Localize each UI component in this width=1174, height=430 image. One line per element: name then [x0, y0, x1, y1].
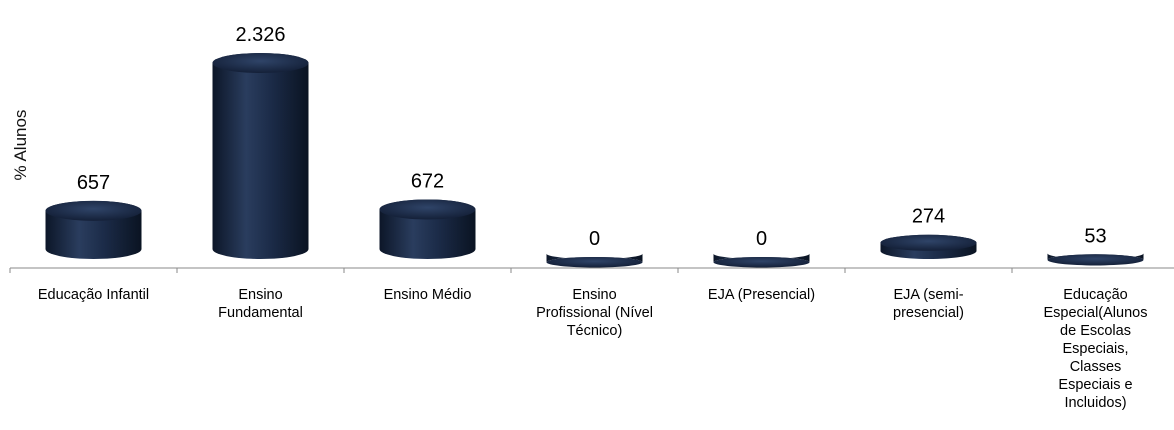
data-label: 2.326	[235, 24, 285, 46]
bar-top	[713, 257, 810, 268]
bar	[45, 200, 142, 259]
category-label: Ensino Médio	[383, 287, 472, 303]
bar-body	[212, 53, 309, 259]
bar-top	[45, 200, 142, 221]
y-axis-label: % Alunos	[6, 60, 36, 230]
category-label: Educação Infantil	[37, 287, 150, 303]
bar	[880, 234, 977, 259]
category-label: EJA (Presencial)	[707, 287, 816, 303]
data-label: 0	[756, 228, 767, 250]
bar-top	[880, 234, 977, 251]
bar-top	[1047, 254, 1144, 266]
bar-top	[212, 53, 309, 73]
bar	[713, 253, 810, 268]
bar-top	[379, 199, 476, 220]
data-label: 53	[1084, 225, 1106, 247]
category-label: EJA (semi- presencial)	[893, 287, 964, 321]
bar	[379, 199, 476, 259]
data-label: 657	[77, 172, 110, 194]
bar	[1047, 253, 1144, 266]
category-label: Educação Especial(Alunos de Escolas Espe…	[1043, 287, 1148, 411]
data-label: 0	[589, 228, 600, 250]
bar	[212, 53, 309, 259]
bar-top	[546, 257, 643, 268]
category-label: Ensino Profissional (Nível Técnico)	[536, 287, 653, 339]
category-label: Ensino Fundamental	[218, 287, 303, 321]
data-label: 274	[912, 206, 945, 228]
y-axis-label-text: % Alunos	[11, 109, 30, 181]
bar	[546, 253, 643, 268]
data-label: 672	[411, 170, 444, 192]
